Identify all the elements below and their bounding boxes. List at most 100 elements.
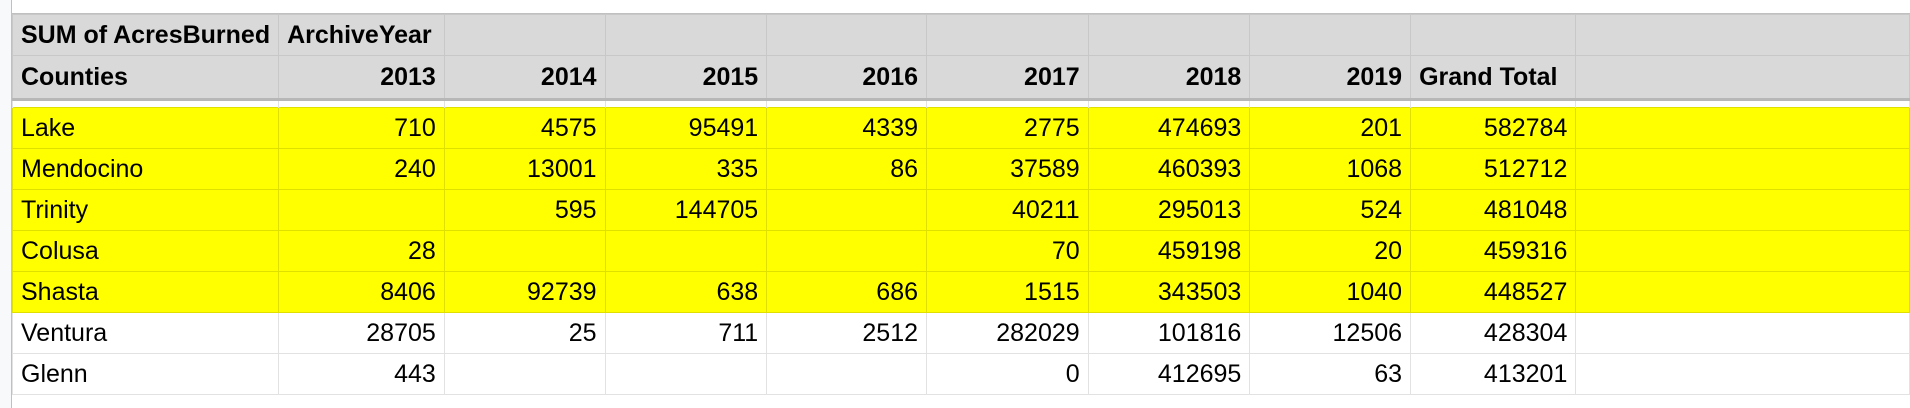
acres-cell[interactable]: 4339 <box>766 107 928 149</box>
grand-total-cell[interactable]: 459316 <box>1410 230 1577 272</box>
acres-cell[interactable]: 86 <box>766 148 928 190</box>
table-row: Trinity 595 144705 40211 295013 524 481048 <box>11 189 1910 231</box>
county-cell[interactable]: Glenn <box>11 353 280 395</box>
county-cell[interactable]: Shasta <box>11 271 280 313</box>
acres-cell[interactable] <box>278 189 445 231</box>
acres-cell[interactable] <box>443 230 606 272</box>
empty-cell[interactable] <box>1575 148 1910 190</box>
spacer-cell <box>11 99 280 108</box>
empty-cell[interactable] <box>1575 189 1910 231</box>
acres-cell[interactable]: 474693 <box>1087 107 1251 149</box>
empty-cell[interactable] <box>1575 312 1910 354</box>
acres-cell[interactable]: 335 <box>604 148 768 190</box>
acres-cell[interactable]: 1068 <box>1249 148 1412 190</box>
year-header-cell[interactable]: 2018 <box>1087 55 1251 101</box>
spacer-cell <box>1249 99 1412 108</box>
year-header-cell[interactable]: 2019 <box>1249 55 1412 101</box>
acres-cell[interactable]: 2512 <box>766 312 928 354</box>
acres-cell[interactable] <box>604 353 768 395</box>
year-header-cell[interactable]: 2016 <box>766 55 928 101</box>
header-empty-cell[interactable] <box>1575 55 1910 101</box>
grand-total-cell[interactable]: 448527 <box>1410 271 1577 313</box>
acres-cell[interactable] <box>766 353 928 395</box>
year-header-cell[interactable]: 2015 <box>604 55 768 101</box>
spacer-cell <box>1410 99 1577 108</box>
header-empty-cell[interactable] <box>926 14 1089 56</box>
acres-cell[interactable]: 28 <box>278 230 445 272</box>
acres-cell[interactable]: 443 <box>278 353 445 395</box>
year-header-cell[interactable]: 2014 <box>443 55 606 101</box>
grand-total-cell[interactable]: 413201 <box>1410 353 1577 395</box>
acres-cell[interactable] <box>443 353 606 395</box>
acres-cell[interactable]: 37589 <box>926 148 1089 190</box>
spacer-cell <box>443 99 606 108</box>
acres-cell[interactable]: 460393 <box>1087 148 1251 190</box>
acres-cell[interactable]: 144705 <box>604 189 768 231</box>
acres-cell[interactable]: 4575 <box>443 107 606 149</box>
grand-total-cell[interactable]: 582784 <box>1410 107 1577 149</box>
row-field-label: Counties <box>21 63 128 91</box>
header-empty-cell[interactable] <box>1249 14 1412 56</box>
acres-cell[interactable]: 63 <box>1249 353 1412 395</box>
header-empty-cell[interactable] <box>1410 14 1577 56</box>
acres-cell[interactable]: 524 <box>1249 189 1412 231</box>
acres-cell[interactable]: 686 <box>766 271 928 313</box>
acres-cell[interactable]: 710 <box>278 107 445 149</box>
county-cell[interactable]: Ventura <box>11 312 280 354</box>
grand-total-cell[interactable]: 428304 <box>1410 312 1577 354</box>
acres-cell[interactable]: 70 <box>926 230 1089 272</box>
acres-cell[interactable]: 101816 <box>1087 312 1251 354</box>
grand-total-header-cell[interactable]: Grand Total <box>1410 55 1577 101</box>
empty-cell[interactable] <box>1575 230 1910 272</box>
acres-cell[interactable]: 92739 <box>443 271 606 313</box>
acres-cell[interactable]: 295013 <box>1087 189 1251 231</box>
acres-cell[interactable]: 201 <box>1249 107 1412 149</box>
acres-cell[interactable]: 711 <box>604 312 768 354</box>
acres-cell[interactable]: 1515 <box>926 271 1089 313</box>
row-header-gutter[interactable] <box>0 0 12 408</box>
county-cell[interactable]: Colusa <box>11 230 280 272</box>
acres-cell[interactable]: 282029 <box>926 312 1089 354</box>
pivot-value-label-cell[interactable]: SUM of AcresBurned <box>11 14 280 56</box>
header-empty-cell[interactable] <box>443 14 606 56</box>
county-cell[interactable]: Trinity <box>11 189 280 231</box>
acres-cell[interactable]: 40211 <box>926 189 1089 231</box>
acres-cell[interactable]: 25 <box>443 312 606 354</box>
acres-cell[interactable]: 1040 <box>1249 271 1412 313</box>
header-empty-cell[interactable] <box>604 14 768 56</box>
column-header-strip[interactable] <box>0 0 1910 14</box>
acres-cell[interactable]: 95491 <box>604 107 768 149</box>
acres-cell[interactable]: 2775 <box>926 107 1089 149</box>
header-empty-cell[interactable] <box>766 14 928 56</box>
acres-cell[interactable]: 595 <box>443 189 606 231</box>
county-cell[interactable]: Lake <box>11 107 280 149</box>
grand-total-cell[interactable]: 481048 <box>1410 189 1577 231</box>
acres-cell[interactable]: 12506 <box>1249 312 1412 354</box>
acres-cell[interactable]: 0 <box>926 353 1089 395</box>
acres-cell[interactable] <box>766 230 928 272</box>
acres-cell[interactable]: 13001 <box>443 148 606 190</box>
county-cell[interactable]: Mendocino <box>11 148 280 190</box>
spacer-cell <box>1575 99 1910 108</box>
acres-cell[interactable]: 459198 <box>1087 230 1251 272</box>
empty-cell[interactable] <box>1575 107 1910 149</box>
pivot-column-field-cell[interactable]: ArchiveYear <box>278 14 445 56</box>
header-empty-cell[interactable] <box>1575 14 1910 56</box>
row-field-label-cell[interactable]: Counties <box>11 55 280 101</box>
year-header-cell[interactable]: 2013 <box>278 55 445 101</box>
acres-cell[interactable]: 638 <box>604 271 768 313</box>
acres-cell[interactable]: 8406 <box>278 271 445 313</box>
acres-cell[interactable]: 343503 <box>1087 271 1251 313</box>
header-empty-cell[interactable] <box>1087 14 1251 56</box>
year-header-cell[interactable]: 2017 <box>926 55 1089 101</box>
acres-cell[interactable]: 412695 <box>1087 353 1251 395</box>
grand-total-cell[interactable]: 512712 <box>1410 148 1577 190</box>
acres-cell[interactable]: 20 <box>1249 230 1412 272</box>
empty-cell[interactable] <box>1575 271 1910 313</box>
spacer-cell <box>1087 99 1251 108</box>
empty-cell[interactable] <box>1575 353 1910 395</box>
acres-cell[interactable] <box>604 230 768 272</box>
acres-cell[interactable] <box>766 189 928 231</box>
acres-cell[interactable]: 28705 <box>278 312 445 354</box>
acres-cell[interactable]: 240 <box>278 148 445 190</box>
